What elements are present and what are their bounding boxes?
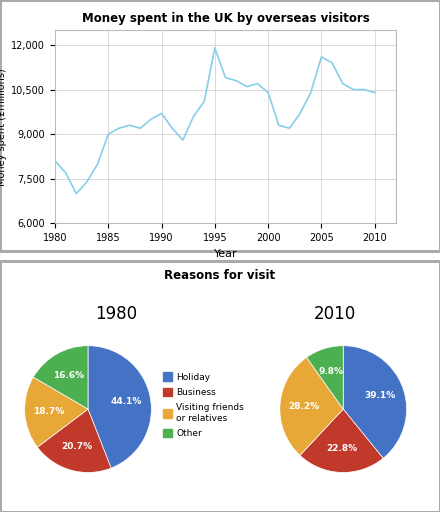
- Wedge shape: [280, 357, 343, 455]
- Wedge shape: [33, 346, 88, 409]
- Text: 2010: 2010: [313, 305, 356, 323]
- Text: 20.7%: 20.7%: [62, 442, 93, 452]
- Text: 44.1%: 44.1%: [111, 397, 142, 407]
- Title: Money spent in the UK by overseas visitors: Money spent in the UK by overseas visito…: [82, 12, 369, 25]
- Wedge shape: [25, 377, 88, 447]
- Text: 22.8%: 22.8%: [326, 444, 357, 453]
- Text: 28.2%: 28.2%: [289, 402, 319, 411]
- Wedge shape: [88, 346, 151, 468]
- Text: 16.6%: 16.6%: [53, 371, 84, 379]
- Text: 39.1%: 39.1%: [365, 392, 396, 400]
- Wedge shape: [343, 346, 407, 458]
- Wedge shape: [307, 346, 343, 409]
- Text: 18.7%: 18.7%: [33, 407, 64, 416]
- Legend: Holiday, Business, Visiting friends
or relatives, Other: Holiday, Business, Visiting friends or r…: [163, 372, 244, 438]
- Text: 1980: 1980: [95, 305, 137, 323]
- X-axis label: Year: Year: [214, 249, 237, 259]
- Wedge shape: [300, 409, 383, 473]
- Wedge shape: [37, 409, 111, 473]
- Y-axis label: Money spent (£millions): Money spent (£millions): [0, 68, 7, 186]
- Text: 9.8%: 9.8%: [319, 367, 344, 376]
